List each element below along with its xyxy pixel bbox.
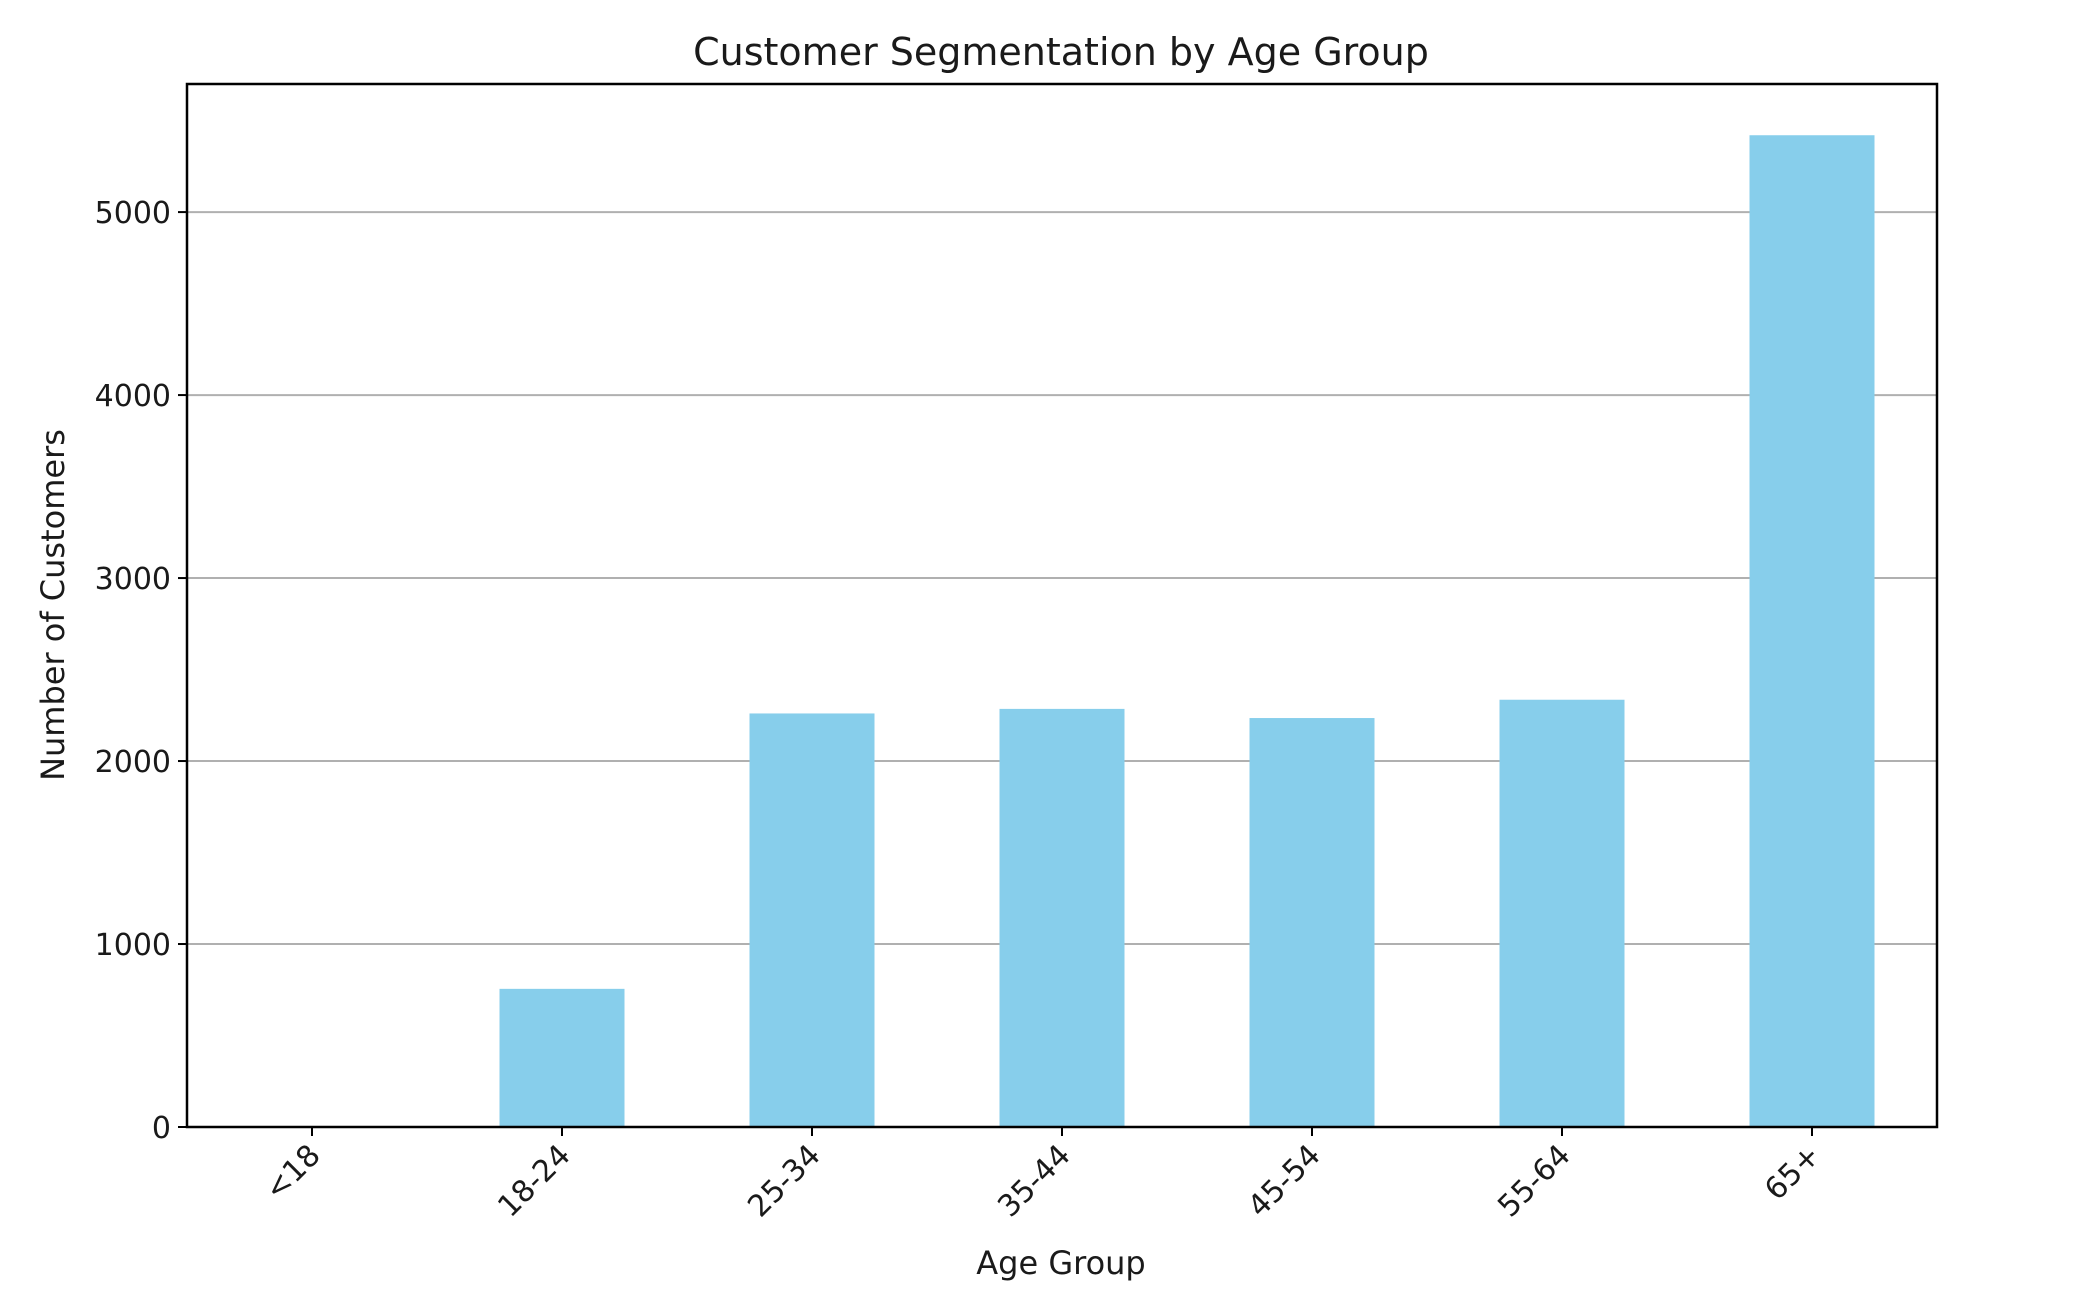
bar	[999, 708, 1125, 1127]
bar	[749, 713, 875, 1127]
x-axis-label: Age Group	[976, 1244, 1145, 1282]
y-tick-label: 1000	[95, 928, 171, 963]
y-axis-label: Number of Customers	[34, 429, 72, 781]
y-tick-label: 0	[152, 1111, 171, 1146]
y-axis-ticks: 0 1000 2000 3000 4000 5000	[95, 196, 187, 1146]
y-tick-label: 5000	[95, 196, 171, 231]
bar	[499, 988, 625, 1127]
y-tick-label: 3000	[95, 562, 171, 597]
bar	[1749, 135, 1875, 1127]
bar	[1249, 718, 1375, 1127]
y-tick-label: 2000	[95, 745, 171, 780]
chart-title: Customer Segmentation by Age Group	[693, 30, 1429, 74]
y-tick-label: 4000	[95, 379, 171, 414]
bars	[499, 135, 1875, 1127]
bar	[1499, 699, 1625, 1127]
